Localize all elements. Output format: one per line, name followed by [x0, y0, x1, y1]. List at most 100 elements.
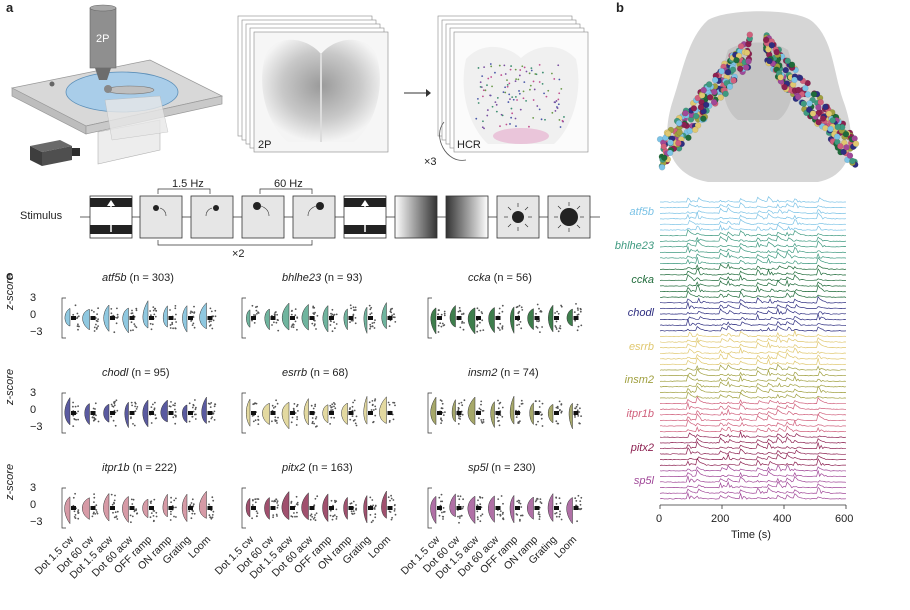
- trace-xtick-200: 200: [711, 513, 730, 525]
- data-point: [96, 512, 99, 515]
- hcr-dot: [508, 93, 511, 96]
- calcium-traces: [659, 196, 847, 509]
- neuron-dot: [829, 117, 836, 124]
- hcr-dot: [517, 78, 520, 81]
- violin-plot-pitx2: [241, 487, 397, 529]
- data-point: [437, 331, 440, 333]
- data-point: [208, 514, 211, 517]
- y-axis: [61, 297, 66, 339]
- data-point: [95, 509, 98, 511]
- neuron-dot: [804, 91, 812, 98]
- data-point: [393, 316, 396, 319]
- data-point: [333, 402, 335, 404]
- data-point: [130, 401, 133, 404]
- data-point: [111, 405, 114, 407]
- data-point: [134, 405, 136, 408]
- data-point: [114, 511, 117, 514]
- data-point: [169, 519, 172, 521]
- neuron-dot: [819, 115, 827, 122]
- trace-xtick-600: 600: [835, 513, 854, 525]
- data-point: [355, 424, 358, 427]
- violin: [142, 498, 149, 519]
- repeat-x3-label: ×3: [424, 156, 437, 168]
- data-point: [153, 408, 156, 411]
- data-point: [373, 327, 376, 329]
- data-point: [574, 416, 576, 418]
- data-point: [272, 516, 274, 519]
- data-point: [576, 307, 579, 310]
- trace-line-insm2: [659, 385, 847, 394]
- data-point: [152, 309, 155, 312]
- trace-line-ccka: [660, 262, 847, 271]
- median-marker: [573, 506, 579, 510]
- median-marker: [251, 316, 256, 320]
- data-point: [459, 326, 462, 329]
- data-point: [498, 307, 501, 310]
- neuron-dot: [802, 85, 809, 92]
- data-point: [152, 515, 155, 517]
- median-marker: [515, 506, 520, 510]
- neuron-dot: [665, 130, 672, 137]
- hcr-dot: [479, 85, 482, 88]
- data-point: [349, 321, 351, 323]
- data-point: [97, 318, 99, 321]
- data-point: [169, 405, 172, 408]
- data-point: [115, 322, 118, 325]
- data-point: [210, 517, 213, 520]
- data-point: [93, 496, 96, 499]
- data-point: [501, 513, 504, 515]
- data-point: [559, 325, 562, 327]
- median-marker: [90, 506, 96, 510]
- violin: [568, 402, 573, 429]
- violin: [430, 396, 437, 426]
- median-marker: [251, 506, 256, 510]
- median-marker: [188, 316, 193, 320]
- data-point: [271, 420, 273, 423]
- neuron-dot: [806, 100, 813, 107]
- hcr-dot: [509, 68, 512, 71]
- data-point: [191, 324, 194, 326]
- data-point: [389, 310, 392, 313]
- hcr-dot: [557, 98, 560, 101]
- violin: [490, 401, 495, 429]
- data-point: [477, 499, 479, 502]
- data-point: [560, 305, 563, 308]
- median-marker: [534, 316, 540, 320]
- data-point: [294, 308, 297, 310]
- data-point: [93, 493, 95, 495]
- data-point: [576, 409, 579, 412]
- data-point: [374, 414, 377, 417]
- hcr-dot: [522, 97, 525, 100]
- data-point: [476, 504, 479, 506]
- data-point: [175, 415, 177, 418]
- neuron-dot: [809, 110, 817, 117]
- data-point: [556, 422, 559, 425]
- data-point: [188, 510, 191, 513]
- data-point: [208, 503, 210, 506]
- data-point: [554, 312, 556, 314]
- data-point: [172, 327, 174, 330]
- data-point: [314, 403, 317, 406]
- data-point: [329, 423, 331, 425]
- data-point: [314, 417, 317, 420]
- violin: [142, 299, 149, 329]
- data-point: [476, 510, 479, 513]
- data-point: [191, 498, 194, 501]
- hcr-dot: [510, 107, 513, 110]
- data-point: [91, 515, 94, 518]
- trace-line-atf5b: [660, 196, 846, 203]
- data-point: [334, 407, 337, 410]
- data-point: [370, 409, 373, 411]
- data-point: [293, 512, 295, 514]
- data-point: [296, 403, 299, 406]
- data-point: [93, 326, 96, 329]
- hcr-dot: [528, 125, 530, 128]
- neuron-dot: [724, 69, 732, 76]
- data-point: [207, 402, 210, 405]
- data-point: [333, 321, 335, 324]
- data-point: [211, 514, 214, 516]
- violin: [510, 306, 515, 334]
- data-point: [458, 521, 460, 524]
- hcr-dot: [514, 80, 517, 83]
- hcr-dot: [504, 91, 507, 94]
